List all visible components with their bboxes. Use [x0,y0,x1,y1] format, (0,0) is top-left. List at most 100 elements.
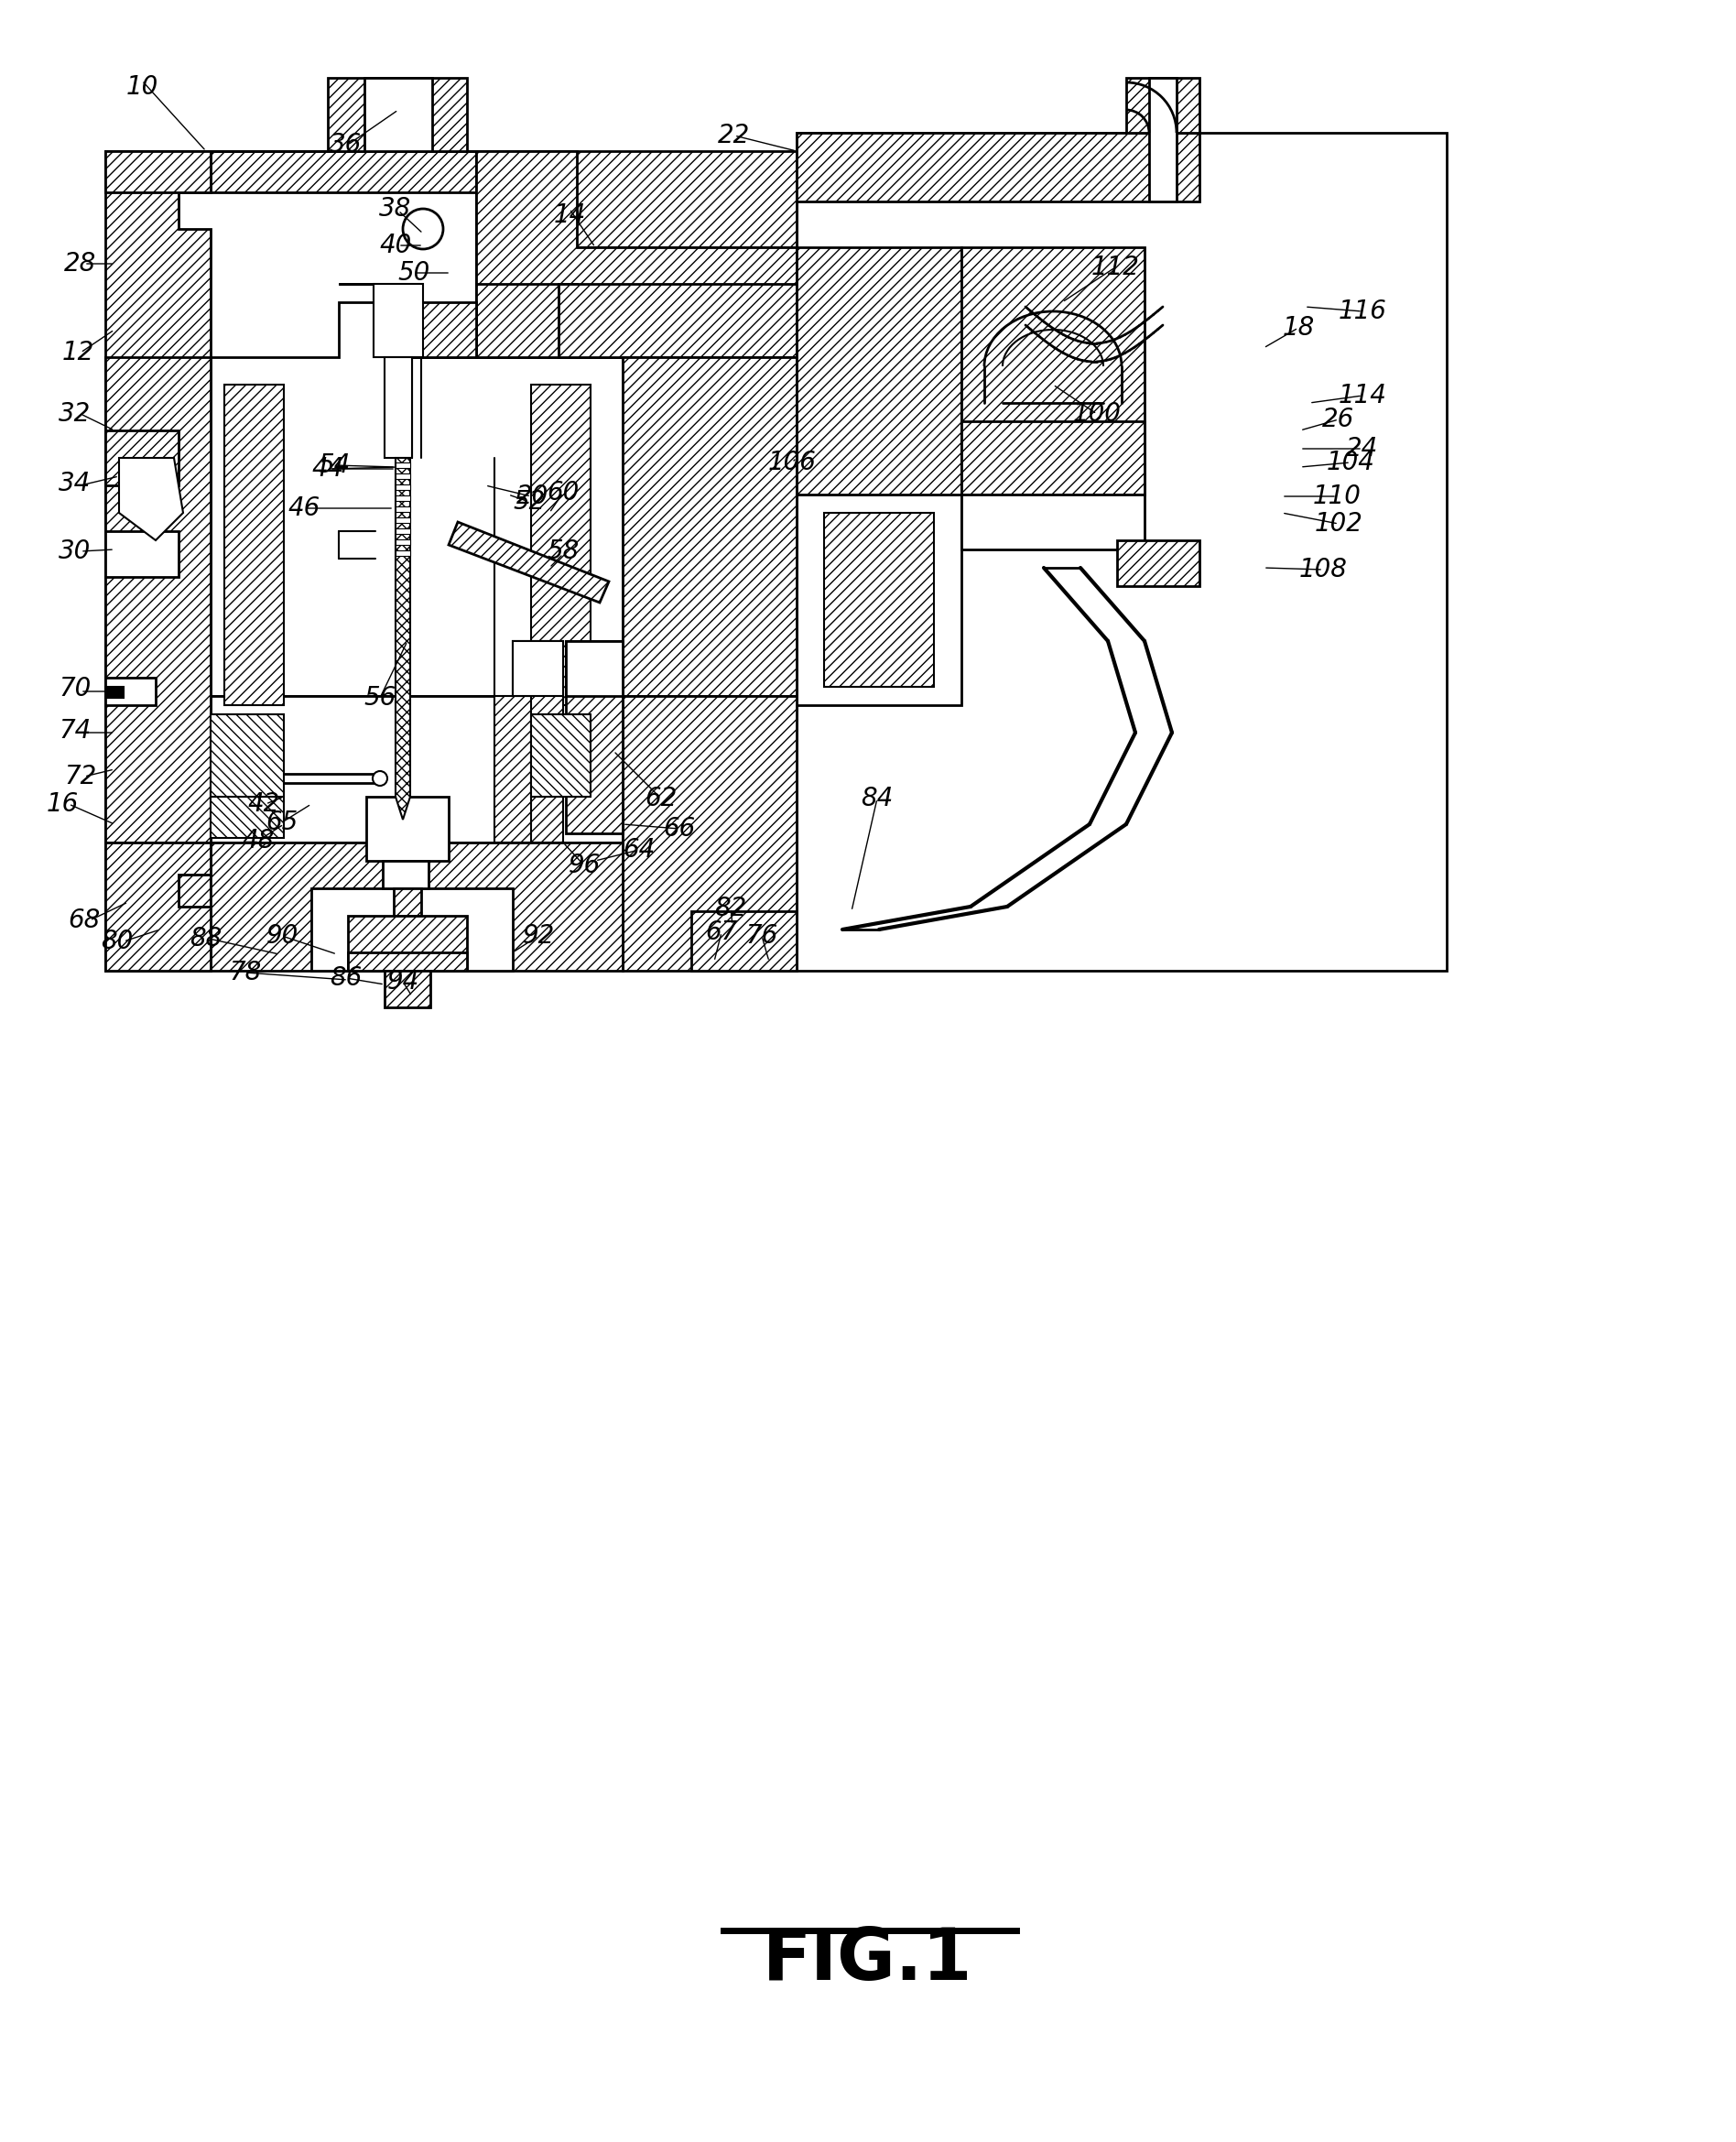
Polygon shape [106,842,210,970]
Polygon shape [347,953,467,970]
Text: 16: 16 [47,790,78,816]
Polygon shape [623,358,797,696]
Polygon shape [962,246,1144,495]
Text: 26: 26 [1323,407,1354,433]
Text: 112: 112 [1090,255,1139,281]
Polygon shape [347,917,467,970]
Polygon shape [396,540,410,544]
Text: 30: 30 [59,538,92,563]
Polygon shape [962,422,1144,495]
Text: 68: 68 [68,908,101,934]
Polygon shape [106,152,210,970]
Polygon shape [365,77,432,152]
Polygon shape [797,133,1446,970]
Text: 116: 116 [1338,298,1387,323]
Polygon shape [210,696,623,842]
Text: 100: 100 [1073,401,1121,426]
Polygon shape [396,495,410,501]
Text: 40: 40 [380,233,411,259]
Polygon shape [339,285,476,358]
Polygon shape [962,495,1144,550]
Text: 80: 80 [101,930,134,953]
Text: 72: 72 [64,765,97,790]
Polygon shape [210,152,476,193]
Text: 94: 94 [387,968,418,994]
Polygon shape [394,889,422,917]
Text: 52: 52 [514,488,545,514]
Text: 114: 114 [1338,383,1387,409]
Text: 108: 108 [1299,557,1347,583]
Text: 54: 54 [318,452,351,478]
Polygon shape [691,910,797,970]
Polygon shape [512,640,562,842]
Polygon shape [396,518,410,523]
Polygon shape [210,152,797,285]
Text: 90: 90 [266,923,299,949]
Polygon shape [106,431,179,486]
Polygon shape [448,523,609,602]
Text: 84: 84 [861,786,894,812]
Polygon shape [566,640,623,833]
Text: 12: 12 [62,341,94,366]
Polygon shape [825,512,934,688]
Text: 46: 46 [288,495,319,521]
Polygon shape [476,302,576,358]
Polygon shape [797,495,962,705]
Polygon shape [396,506,410,512]
Polygon shape [396,484,410,491]
Text: 42: 42 [248,790,279,816]
Text: 92: 92 [523,923,554,949]
Text: 56: 56 [365,685,396,711]
Polygon shape [495,696,531,842]
Polygon shape [1149,77,1177,201]
Polygon shape [106,152,210,193]
Text: 18: 18 [1283,315,1314,341]
Text: 44: 44 [312,456,344,482]
Text: 88: 88 [189,925,222,951]
Text: 32: 32 [59,401,92,426]
Polygon shape [311,889,512,970]
Polygon shape [120,458,182,540]
Polygon shape [476,285,576,358]
Text: 62: 62 [646,786,677,812]
Polygon shape [366,797,448,861]
Text: 36: 36 [330,133,363,159]
Text: 58: 58 [547,538,580,563]
Text: 34: 34 [59,471,92,497]
Polygon shape [106,688,123,698]
Polygon shape [512,640,562,696]
Text: 64: 64 [623,838,654,863]
Text: 78: 78 [229,960,262,985]
Text: 20: 20 [517,484,549,510]
Text: 10: 10 [125,75,158,101]
Polygon shape [396,473,410,480]
Text: 104: 104 [1326,450,1375,476]
Polygon shape [566,640,623,696]
Polygon shape [106,677,156,705]
Polygon shape [1116,540,1200,587]
Text: 82: 82 [715,895,746,921]
Polygon shape [385,358,411,458]
Text: 106: 106 [767,450,816,476]
Text: 14: 14 [554,201,585,227]
Text: 86: 86 [330,966,363,992]
Polygon shape [373,285,424,358]
Text: 66: 66 [663,816,696,842]
Polygon shape [328,77,467,152]
Polygon shape [210,713,285,797]
Polygon shape [106,531,179,576]
Polygon shape [623,696,797,970]
Polygon shape [396,463,410,467]
Polygon shape [797,246,962,495]
Polygon shape [531,386,590,705]
Polygon shape [106,358,210,842]
Text: 65: 65 [266,810,299,835]
Text: 50: 50 [398,259,431,285]
Polygon shape [210,788,285,838]
Polygon shape [559,285,797,358]
Circle shape [373,771,387,786]
Polygon shape [210,302,623,696]
Text: 48: 48 [241,827,274,853]
Polygon shape [1127,77,1200,133]
Text: 74: 74 [59,718,92,743]
